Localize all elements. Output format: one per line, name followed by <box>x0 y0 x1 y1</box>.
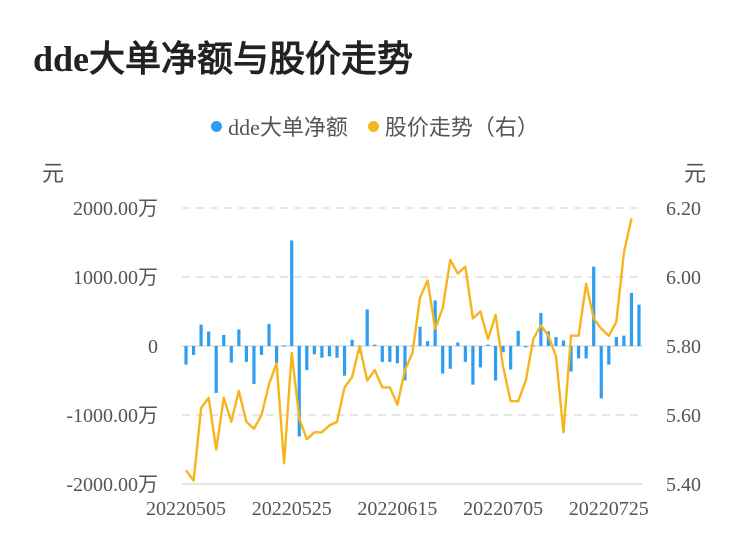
dde-bar[interactable] <box>577 346 581 359</box>
chart-title: dde大单净额与股价走势 <box>33 39 414 79</box>
left-axis-tick: -2000.00万 <box>66 474 158 496</box>
dde-bar[interactable] <box>426 341 430 346</box>
dde-bar[interactable] <box>441 346 445 374</box>
price-line[interactable] <box>185 218 633 482</box>
dde-bar[interactable] <box>191 346 196 355</box>
dde-bar[interactable] <box>342 346 347 376</box>
dde-bar[interactable] <box>297 346 301 437</box>
x-axis-tick: 20220505 <box>146 498 226 520</box>
dde-bar[interactable] <box>282 345 286 347</box>
x-axis-tick: 20220705 <box>463 498 543 520</box>
x-axis-tick: 20220725 <box>569 498 649 520</box>
dde-bar[interactable] <box>320 346 324 358</box>
left-axis-tick: 0 <box>148 336 158 358</box>
left-axis-tick: 2000.00万 <box>73 198 158 220</box>
dde-bar[interactable] <box>335 346 339 358</box>
dde-bar[interactable] <box>637 304 641 346</box>
dde-bar[interactable] <box>207 331 211 346</box>
dde-bar[interactable] <box>290 240 294 346</box>
dde-bar[interactable] <box>350 339 354 346</box>
dde-bar[interactable] <box>244 346 248 362</box>
dde-bar[interactable] <box>305 346 309 371</box>
dde-bar[interactable] <box>539 312 543 346</box>
dde-bar[interactable] <box>607 346 611 365</box>
dde-bar[interactable] <box>471 346 475 385</box>
x-axis-tick: 20220615 <box>357 498 437 520</box>
dde-bar[interactable] <box>486 344 490 346</box>
dde-bar[interactable] <box>199 324 203 346</box>
right-axis-unit: 元 <box>684 161 707 186</box>
dde-bar[interactable] <box>524 346 528 348</box>
right-axis-tick: 5.60 <box>666 405 701 427</box>
left-axis-tick: -1000.00万 <box>66 405 158 427</box>
dde-bar[interactable] <box>584 346 588 359</box>
dde-bar[interactable] <box>312 346 316 355</box>
dde-bar[interactable] <box>222 334 226 346</box>
legend-dot-icon <box>367 120 379 132</box>
dde-bar[interactable] <box>252 346 256 384</box>
legend-label: 股价走势（右） <box>384 115 539 140</box>
dde-bar[interactable] <box>373 344 377 346</box>
dde-bar[interactable] <box>493 346 498 381</box>
dde-bar[interactable] <box>267 323 271 346</box>
dde-bar[interactable] <box>448 346 452 369</box>
dde-bar[interactable] <box>456 342 460 346</box>
dde-bar[interactable] <box>259 346 264 355</box>
dde-bar[interactable] <box>229 346 233 363</box>
dde-bar[interactable] <box>516 330 520 346</box>
dde-bar[interactable] <box>561 340 566 346</box>
left-axis-unit: 元 <box>42 161 65 186</box>
dde-bar[interactable] <box>184 346 188 365</box>
dde-bar[interactable] <box>554 337 558 346</box>
dde-bar[interactable] <box>622 335 626 346</box>
x-axis-tick: 20220525 <box>252 498 332 520</box>
legend-item-dde[interactable]: dde大单净额 <box>211 110 348 142</box>
dde-bar[interactable] <box>592 266 596 346</box>
dde-bar[interactable] <box>501 346 505 353</box>
legend-item-price[interactable]: 股价走势（右） <box>367 110 539 142</box>
dde-bar[interactable] <box>395 346 399 364</box>
dde-bar[interactable] <box>569 346 573 372</box>
right-axis-tick: 5.80 <box>666 336 701 358</box>
legend-label: dde大单净额 <box>228 115 348 140</box>
right-axis-tick: 6.20 <box>666 198 701 220</box>
legend-dot-icon <box>211 120 223 132</box>
dde-bar[interactable] <box>275 346 279 364</box>
dde-bar[interactable] <box>380 346 384 362</box>
dde-bar[interactable] <box>237 329 241 346</box>
dde-bar[interactable] <box>463 346 467 362</box>
dde-bar[interactable] <box>403 346 407 381</box>
dde-bar[interactable] <box>327 346 332 357</box>
dde-bar[interactable] <box>214 346 218 393</box>
dde-bar[interactable] <box>388 346 392 362</box>
right-axis-tick: 5.40 <box>666 474 701 496</box>
dde-bar[interactable] <box>614 337 618 346</box>
dde-bar[interactable] <box>418 326 422 346</box>
dde-bar[interactable] <box>629 292 634 346</box>
right-axis-tick: 6.00 <box>666 267 701 289</box>
chart-legend: dde大单净额 股价走势（右） <box>0 110 750 142</box>
dde-bar[interactable] <box>478 346 483 368</box>
dde-bar[interactable] <box>599 346 603 399</box>
left-axis-tick: 1000.00万 <box>73 267 158 289</box>
dde-bar[interactable] <box>509 346 513 370</box>
dde-bar[interactable] <box>365 309 369 346</box>
